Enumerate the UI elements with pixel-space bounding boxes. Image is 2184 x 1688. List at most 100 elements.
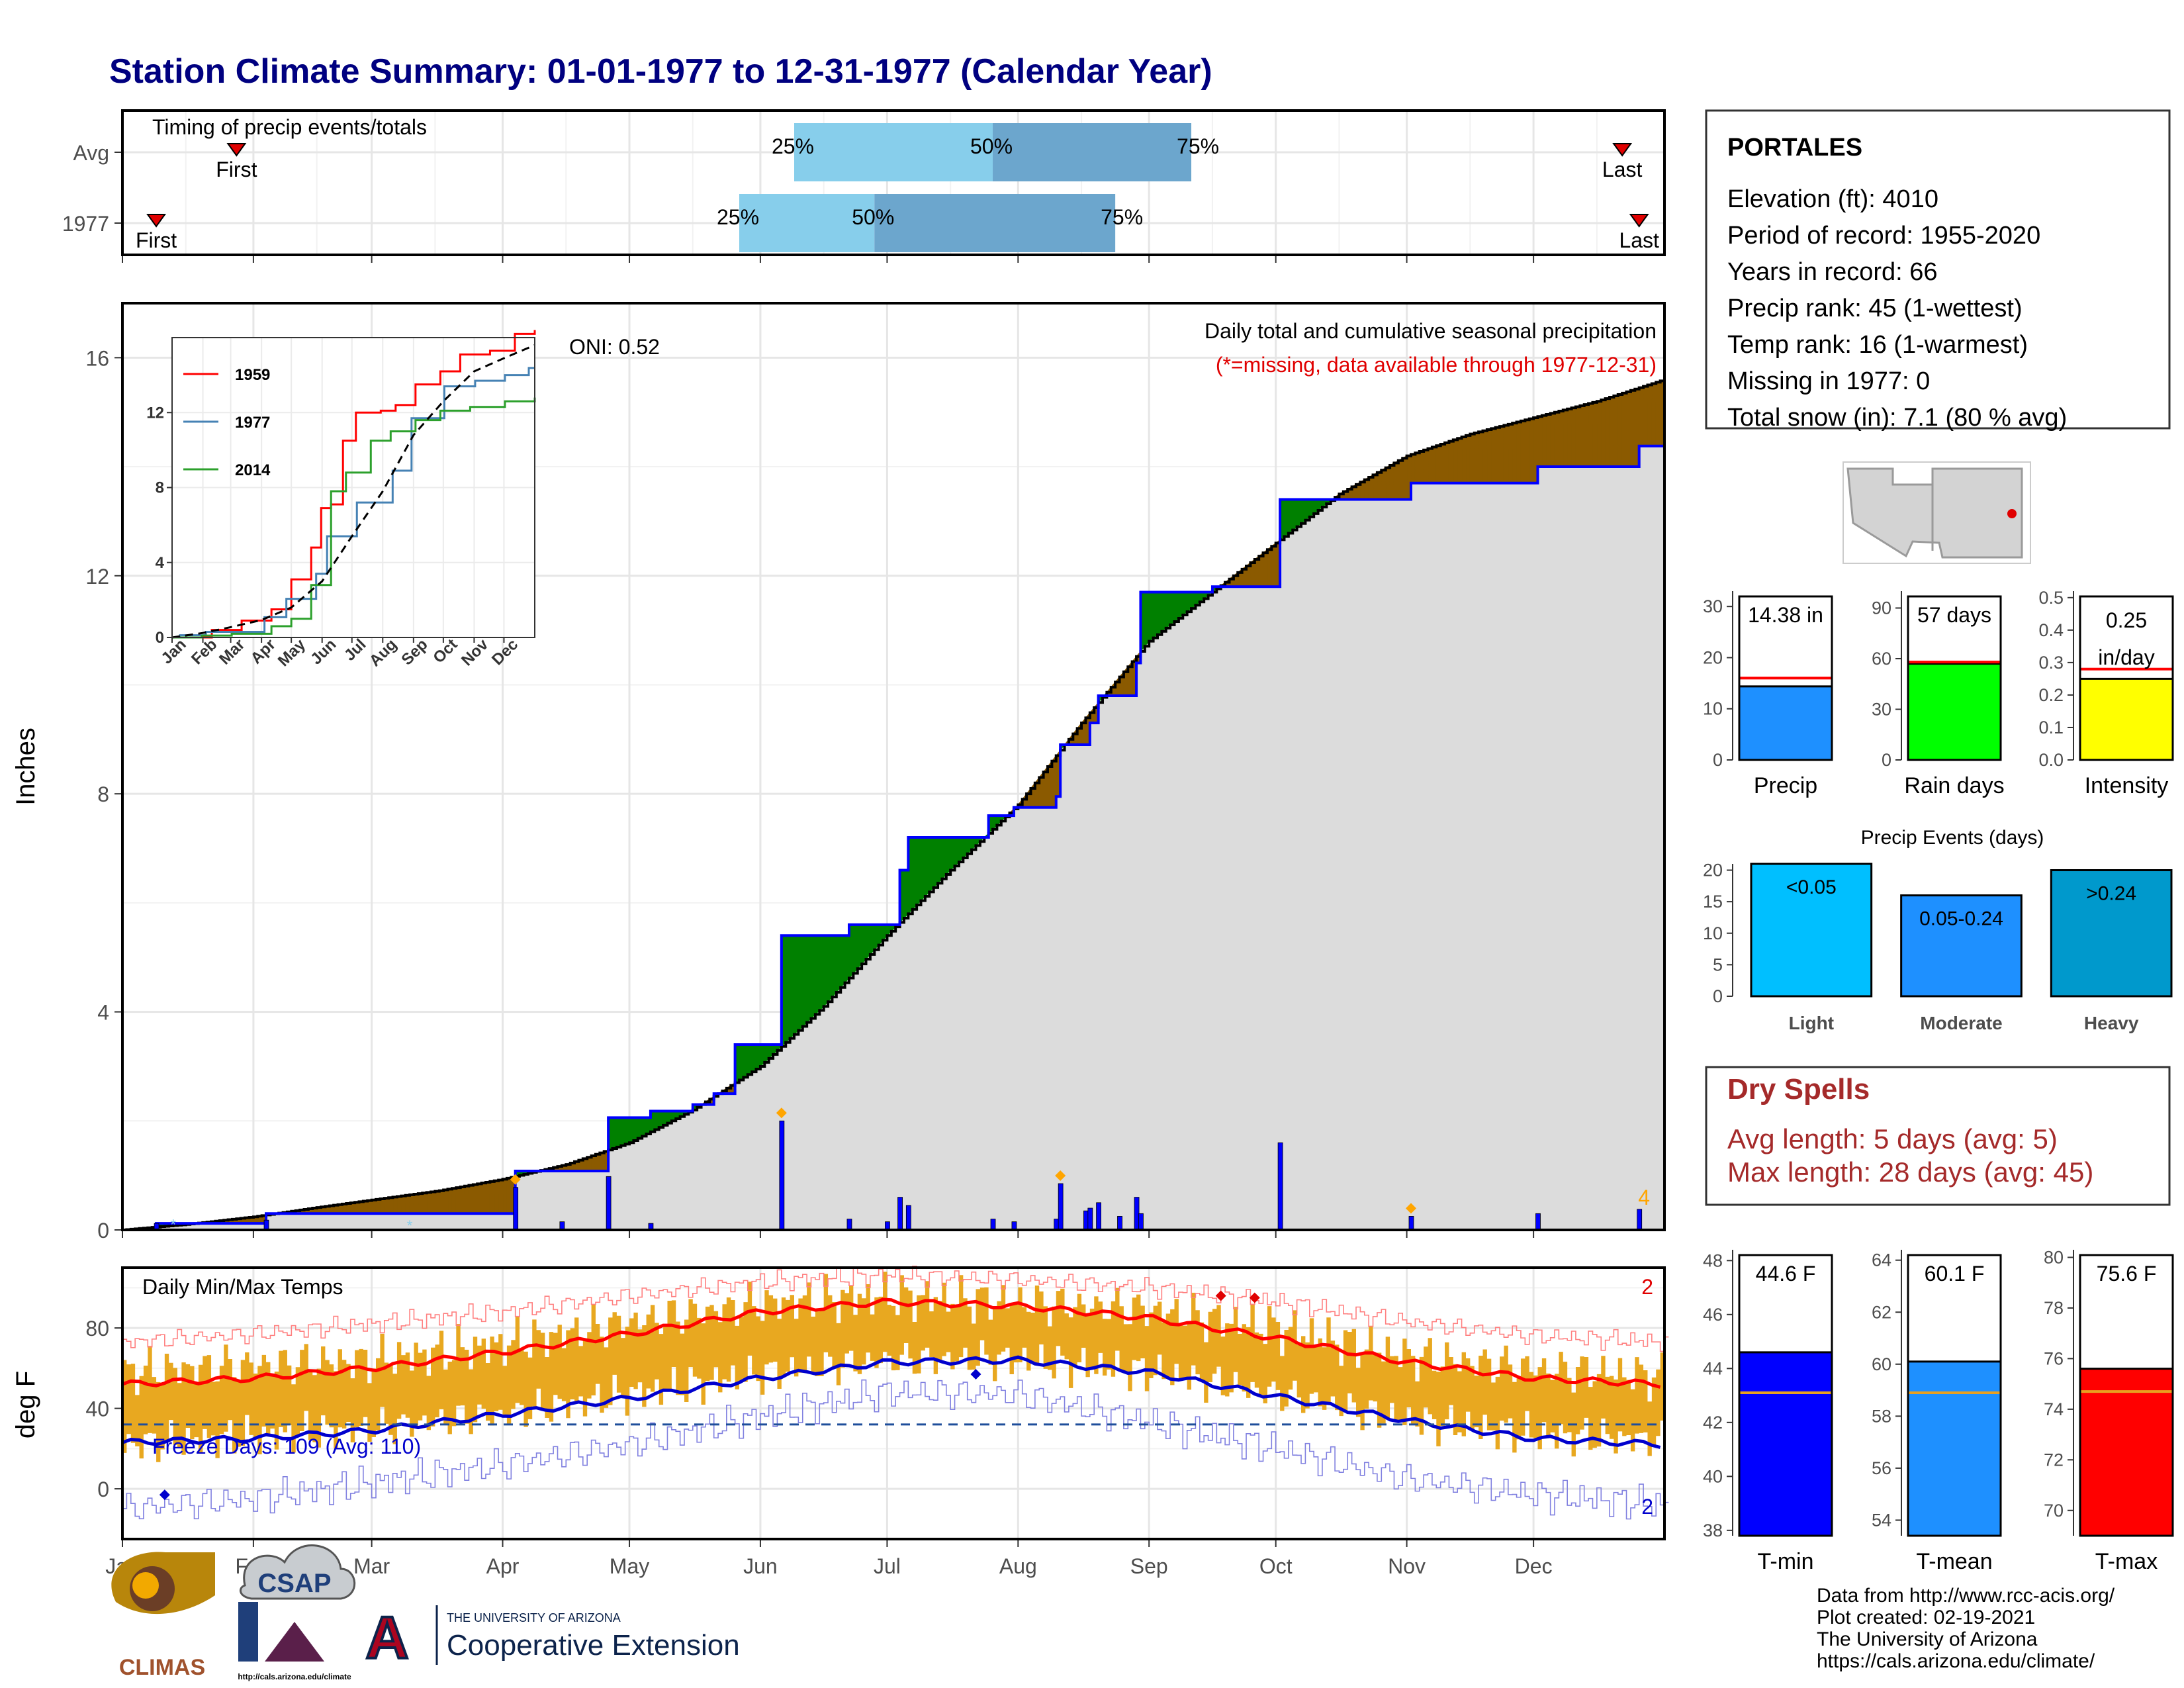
tmean_mean-y-tick-label: 54 [1872,1510,1891,1530]
tmax_mean-y-tick-label: 72 [2044,1450,2064,1470]
timing-q25-label: 25% [772,134,814,158]
precip-daily-bar [1083,1210,1089,1231]
precip_total-y-tick-label: 10 [1703,699,1723,719]
timing-first-marker [226,143,247,157]
tmean_mean-y-tick-label: 60 [1872,1354,1891,1374]
inset-y-tick-label: 8 [156,479,164,497]
temp-y-tick-label: 40 [85,1397,109,1421]
dry-spells-avg: Avg length: 5 days (avg: 5) [1727,1123,2058,1154]
precip-daily-bar [905,1205,911,1231]
ua-logo-small-text: THE UNIVERSITY OF ARIZONA [447,1611,621,1624]
temp-y-tick-label: 80 [85,1317,109,1340]
precip-y-tick-label: 8 [97,782,109,806]
dry-spells-frame [1705,1066,2171,1206]
csap-logo-bars [238,1602,258,1662]
precip-daily-bar [1277,1142,1283,1231]
timing-first-label: First [216,158,257,181]
timing-bar-q2 [874,194,1116,252]
tmin_mean-value-label: 44.6 F [1756,1262,1816,1286]
precip-right-count: 4 [1638,1186,1650,1209]
inset-legend-label: 2014 [235,461,271,479]
precip-y-axis-label: Inches [11,727,40,806]
page-title: Station Climate Summary: 01-01-1977 to 1… [109,52,1212,91]
precip-avg-cumulative-line [122,379,1666,1231]
tmean_mean-y-tick-label: 64 [1872,1250,1891,1270]
precip_total-y-tick-label: 20 [1703,647,1723,667]
timing-first-label: First [136,228,177,252]
precip-daily-bar [1535,1213,1541,1231]
station-info-line: Missing in 1977: 0 [1727,367,1930,395]
intensity-bar [2079,677,2174,761]
tmean_mean-y-tick-label: 62 [1872,1302,1891,1322]
event-category-label: Moderate [1920,1013,2002,1033]
tmin_mean-category-label: T-min [1758,1549,1814,1574]
inset-frame [171,337,535,638]
temp-frame [121,1266,1666,1540]
intensity-y-tick-label: 0.5 [2038,588,2064,608]
intensity-bar-frame [2079,595,2174,761]
csap-logo-mountain [265,1622,324,1662]
logos: CLIMAS CSAP http://cals.arizona.edu/climat… [111,1544,740,1681]
timing-row-label: Avg [73,141,109,165]
footer-line: Plot created: 02-19-2021 [1817,1607,2035,1628]
inset-legend-label: 1959 [235,366,270,384]
tmin_mean-y-tick-label: 42 [1703,1413,1723,1432]
event-category-label: Heavy [2084,1013,2139,1033]
event-bar-heavy [2050,869,2173,998]
precip-daily-bar [263,1219,269,1231]
precip-daily-bar [1117,1216,1122,1231]
precip-stat-bars: 0 10 20 30 14.38 in Precip 0 30 60 90 57 days Rain … [1703,588,2179,798]
precip-title: Daily total and cumulative seasonal prec… [1205,319,1657,343]
event-bar-label: <0.05 [1786,876,1837,898]
timing-row-label: 1977 [62,212,109,236]
timing-q50-label: 50% [970,134,1013,158]
rain_days-bar-frame [1907,595,2002,761]
dry-spells-max: Max length: 28 days (avg: 45) [1727,1156,2093,1188]
timing-title: Timing of precip events/totals [152,115,427,139]
climas-logo-text: CLIMAS [119,1655,205,1680]
timing-bar-q1 [794,123,993,181]
temp-record-low-marker [159,1489,170,1501]
timing-panel: Avg 25% 50% 75% First Last 1977 25% 50% 75% First L… [62,109,1666,263]
tmean_mean-y-tick-label: 58 [1872,1406,1891,1426]
temp-x-tick-label: Nov [1388,1554,1426,1578]
tmax_mean-y-tick-label: 74 [2044,1399,2064,1419]
tmax_mean-y-tick-label: 78 [2044,1298,2064,1318]
precip_total-category-label: Precip [1754,773,1817,798]
tmean_mean-y-tick-label: 56 [1872,1458,1891,1478]
event-bar-label: 0.05-0.24 [1919,908,2003,930]
rain_days-y-tick-label: 90 [1872,598,1891,618]
inset-series-line [172,367,535,639]
temperature-panel: 04080JanFebMarAprMayJunJulAugSepOctNovDe… [11,1266,1669,1578]
footer-line: Data from http://www.rcc-acis.org/ [1817,1585,2115,1607]
rain_days-y-tick-label: 60 [1872,649,1891,669]
precip-events-chart: Precip Events (days) 0 5 10 15 20 <0.05 Light 0.… [1703,827,2183,1033]
precip-max-marker [510,1174,521,1185]
intensity-y-tick-label: 0.1 [2038,718,2064,737]
precip-y-tick-label: 16 [85,346,109,370]
precip-y-tick-label: 12 [85,565,109,588]
timing-last-label: Last [1602,158,1643,181]
temp-x-tick-label: Oct [1259,1554,1293,1578]
precip-daily-bar [779,1120,785,1231]
precip-y-tick-label: 4 [97,1001,109,1025]
event-bar-light [1750,863,1873,998]
precip-daily-bar [846,1219,852,1231]
station-info-line: Total snow (in): 7.1 (80 % avg) [1727,404,2067,432]
inset-legend-label: 1977 [235,414,270,432]
footer-line: https://cals.arizona.edu/climate/ [1817,1650,2095,1672]
intensity-category-label: Intensity [2085,773,2169,798]
station-box-frame [1705,109,2171,430]
oni-label: ONI: 0.52 [569,335,660,359]
snow-marker: * [407,1217,413,1234]
tmin_mean-y-tick-label: 40 [1703,1466,1723,1486]
events-y-tick-label: 0 [1713,986,1723,1006]
precip_total-y-tick-label: 30 [1703,596,1723,616]
events-y-tick-label: 10 [1703,923,1723,943]
precip-daily-bar [1134,1197,1140,1231]
ua-logo-bg [364,1609,410,1662]
precip-max-marker [776,1107,787,1119]
rain_days-bar [1907,663,2002,761]
precip_total-value-label: 14.38 in [1748,603,1823,627]
station-info-box: PORTALES Elevation (ft): 4010 Period of re… [1705,109,2171,432]
